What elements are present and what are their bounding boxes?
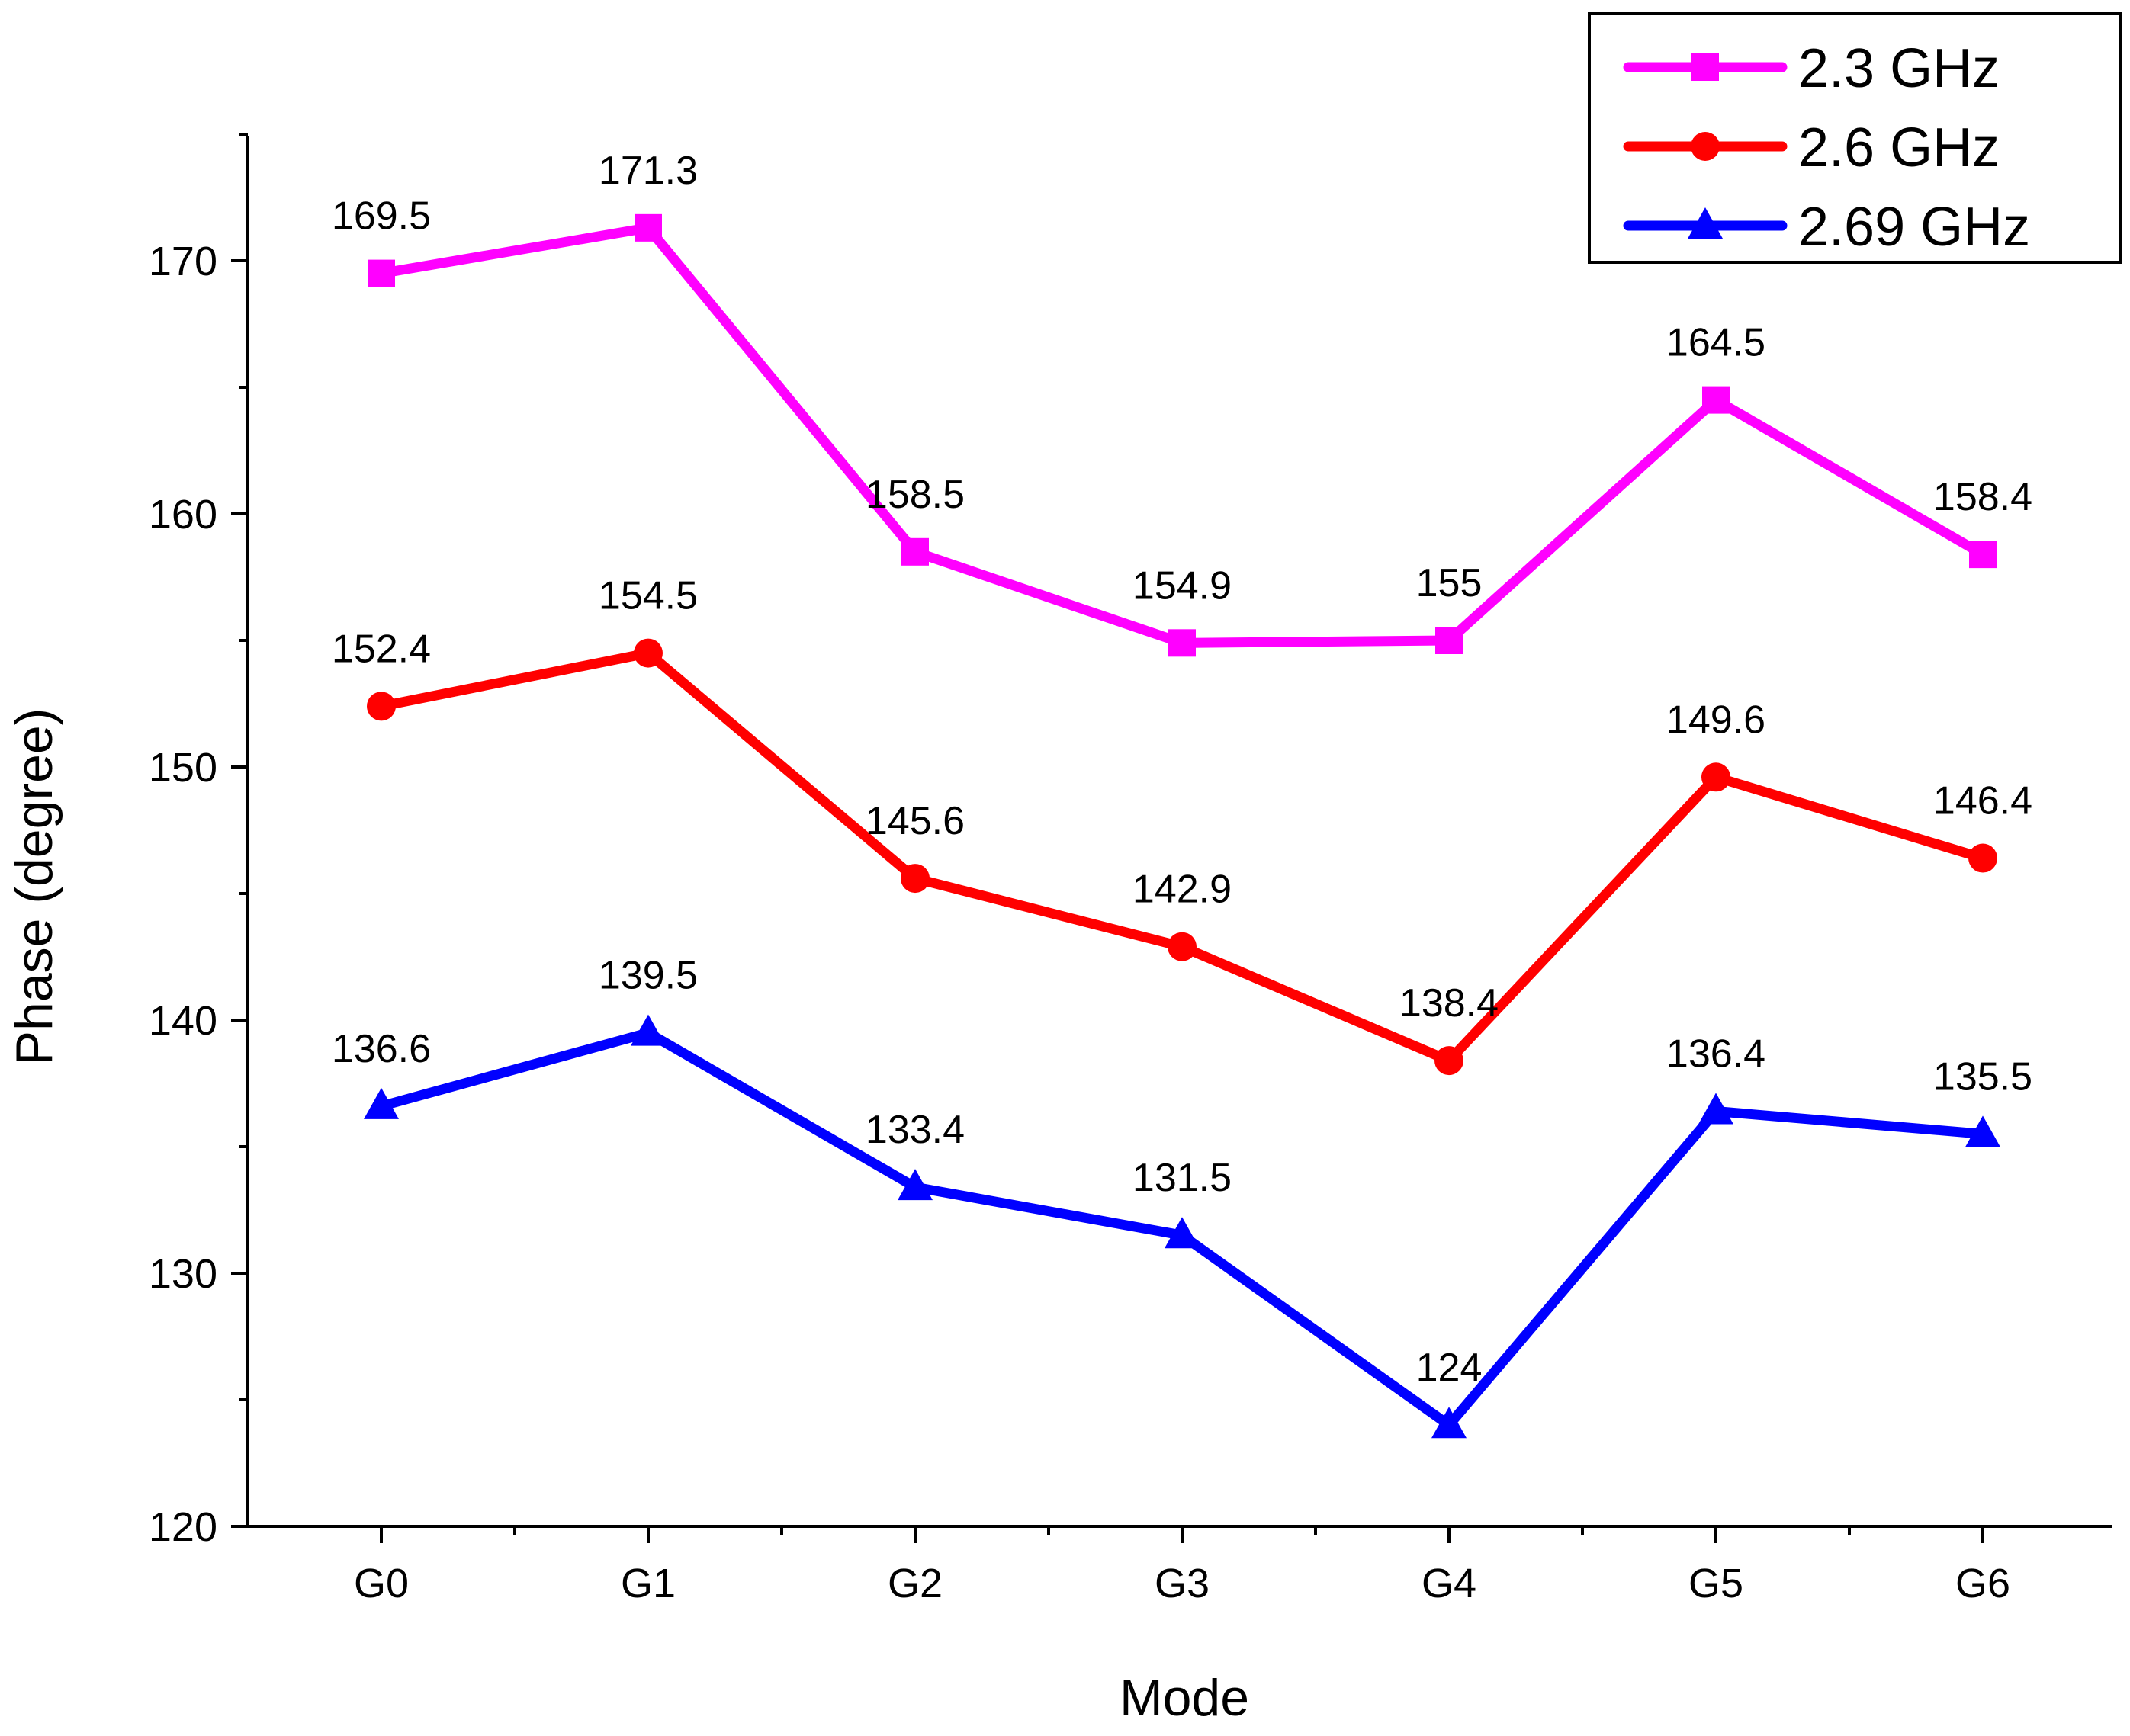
y-tick-label: 140: [149, 998, 217, 1044]
x-axis-title: Mode: [1120, 1669, 1249, 1727]
legend-label: 2.6 GHz: [1798, 117, 2000, 178]
square-marker: [1168, 629, 1196, 657]
circle-marker: [1434, 1046, 1463, 1076]
data-label: 136.4: [1666, 1032, 1765, 1077]
series-2-6-ghz: [367, 638, 1997, 1076]
data-label: 136.6: [332, 1027, 431, 1071]
series-layer: [364, 213, 2000, 1439]
y-tick-label: 150: [149, 745, 217, 791]
legend-triangle-marker: [1688, 207, 1723, 239]
data-label: 138.4: [1399, 981, 1499, 1025]
data-label: 139.5: [599, 954, 698, 998]
circle-marker: [1968, 843, 1997, 873]
data-label: 154.5: [599, 574, 698, 618]
triangle-marker: [1165, 1217, 1200, 1249]
data-label: 146.4: [1933, 779, 2032, 823]
square-marker: [635, 213, 662, 242]
x-tick-label: G1: [621, 1561, 676, 1606]
y-tick-label: 170: [149, 239, 217, 284]
square-marker: [1435, 627, 1463, 654]
circle-marker: [367, 692, 396, 721]
square-marker: [901, 537, 929, 566]
data-label: 142.9: [1132, 868, 1232, 912]
triangle-marker: [1431, 1407, 1467, 1439]
data-label: 164.5: [1666, 321, 1765, 365]
x-tick-label: G3: [1155, 1561, 1210, 1606]
data-label: 155: [1416, 561, 1483, 605]
data-label: 158.5: [866, 473, 965, 517]
y-tick-label: 160: [149, 492, 217, 537]
circle-marker: [1701, 762, 1730, 792]
legend-label: 2.69 GHz: [1798, 197, 2030, 258]
data-label: 131.5: [1132, 1156, 1232, 1200]
data-label: 124: [1416, 1346, 1483, 1390]
legend-label: 2.3 GHz: [1798, 38, 2000, 99]
x-tick-label: G2: [888, 1561, 943, 1606]
data-label: 135.5: [1933, 1054, 2032, 1099]
circle-marker: [901, 864, 930, 894]
legend-circle-marker: [1691, 132, 1720, 161]
x-tick-label: G0: [354, 1561, 409, 1606]
triangle-marker: [631, 1014, 666, 1046]
triangle-marker: [898, 1169, 933, 1201]
y-tick-label: 130: [149, 1251, 217, 1297]
data-label: 133.4: [866, 1108, 965, 1152]
circle-marker: [634, 638, 663, 668]
legend: 2.3 GHz 2.6 GHz 2.69 GHz: [1588, 12, 2122, 264]
series-2-69-ghz: [364, 1014, 2000, 1439]
square-marker: [1969, 541, 1997, 569]
x-tick-label: G5: [1688, 1561, 1743, 1606]
triangle-marker: [1698, 1093, 1733, 1125]
triangle-marker: [364, 1087, 399, 1119]
square-marker: [1702, 386, 1730, 414]
data-label: 154.9: [1132, 563, 1232, 608]
data-label: 171.3: [599, 149, 698, 193]
x-tick-label: G6: [1955, 1561, 2010, 1606]
y-axis-title: Phase (degree): [5, 708, 63, 1066]
data-label: 169.5: [332, 194, 431, 239]
axes: 120 130 140 150 160 170 G0 G1 G2 G3 G4 G5 G6: [149, 133, 2112, 1606]
x-tick-label: G4: [1422, 1561, 1476, 1606]
data-labels-layer: 169.5 171.3 158.5 154.9 155 164.5 158.4 152.4 15…: [332, 149, 2032, 1390]
data-label: 158.4: [1933, 475, 2032, 519]
series-2-3-ghz: [368, 213, 1997, 657]
data-label: 152.4: [332, 627, 431, 671]
triangle-marker: [1965, 1115, 2000, 1147]
legend-square-marker: [1691, 53, 1719, 81]
data-label: 145.6: [866, 799, 965, 843]
y-tick-label: 120: [149, 1504, 217, 1550]
square-marker: [368, 259, 395, 287]
circle-marker: [1168, 932, 1197, 961]
data-label: 149.6: [1666, 698, 1765, 742]
